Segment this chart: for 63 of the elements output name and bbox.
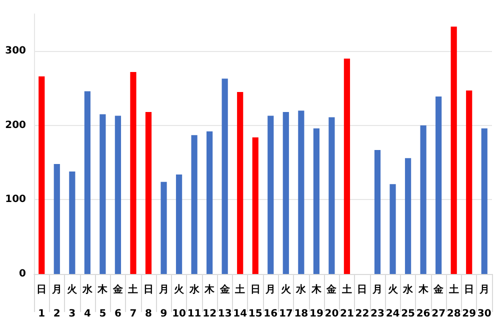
category-label: 月 23: [370, 284, 384, 320]
y-tick-label: 0: [19, 268, 26, 280]
bar: [450, 26, 457, 274]
category-label: 月 16: [264, 284, 278, 320]
y-tick-label: 200: [5, 120, 26, 131]
bar: [69, 171, 76, 274]
bar: [145, 112, 152, 274]
category-label: 火 10: [172, 284, 186, 320]
category-label: 金 27: [432, 284, 446, 320]
bar: [176, 174, 182, 274]
category-label: 木 19: [309, 284, 324, 320]
bar: [100, 114, 106, 274]
category-label: 日 1: [36, 284, 47, 320]
category-label: 金 13: [218, 284, 232, 320]
category-label: 日 22: [355, 284, 370, 320]
category-label: 金 20: [324, 284, 339, 320]
category-label: 土 14: [233, 284, 248, 320]
bar: [390, 184, 396, 274]
category-label: 日 15: [248, 284, 262, 320]
bar: [54, 164, 60, 274]
y-tick-label: 300: [5, 46, 26, 57]
category-label: 木 5: [98, 284, 108, 320]
bar: [404, 158, 412, 274]
bar: [114, 116, 122, 274]
bar: [222, 78, 228, 274]
category-label: 木 12: [202, 284, 217, 320]
category-label: 月 2: [52, 284, 62, 320]
category-label: 水 18: [294, 284, 308, 320]
category-label: 月 9: [158, 284, 169, 320]
bar: [436, 96, 442, 274]
category-label: 木 26: [416, 284, 430, 320]
category-label: 火 24: [386, 284, 400, 320]
category-label: 日 8: [144, 284, 154, 320]
category-label: 水 11: [187, 284, 202, 320]
bar: [160, 182, 167, 274]
bar: [252, 137, 258, 274]
y-tick-label: 100: [5, 194, 26, 206]
bar: [466, 90, 472, 274]
category-label: 月 30: [477, 284, 492, 320]
category-label: 火 3: [67, 284, 78, 320]
bar: [237, 92, 244, 274]
category-label: 火 17: [278, 284, 293, 320]
bar: [420, 125, 426, 274]
bar: [191, 135, 198, 274]
bar: [374, 150, 381, 274]
bar: [282, 112, 289, 274]
bar: [298, 110, 304, 274]
category-label: 土 7: [128, 284, 138, 320]
category-label: 土 21: [340, 284, 354, 320]
category-label: 水 4: [82, 284, 92, 320]
category-label: 土 28: [446, 284, 461, 320]
bar: [268, 116, 274, 274]
category-label: 水 25: [401, 284, 415, 320]
bar: [328, 117, 335, 274]
bar: [84, 91, 90, 274]
category-label: 金 6: [112, 284, 123, 320]
bar: [344, 58, 350, 274]
bar: [130, 72, 136, 274]
category-label: 日 29: [462, 284, 476, 320]
bar: [206, 131, 213, 274]
bar: [313, 128, 320, 274]
bar: [481, 128, 488, 274]
bar: [38, 76, 45, 274]
